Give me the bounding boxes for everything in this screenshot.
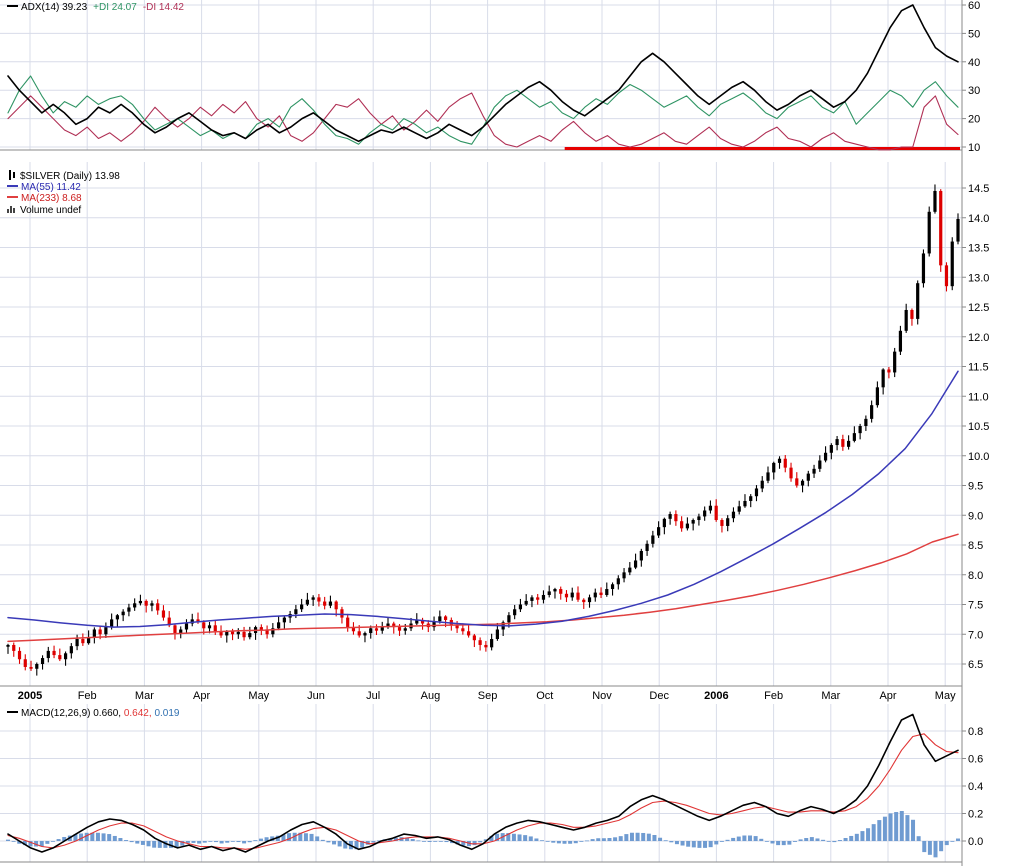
svg-text:10.5: 10.5 <box>968 421 989 433</box>
candlestick-icon <box>7 170 17 180</box>
macd-label: MACD(12,26,9) 0.660, <box>21 708 122 719</box>
ma55-row: MA(55) 11.42 <box>7 182 120 194</box>
svg-text:0.2: 0.2 <box>968 809 983 821</box>
svg-text:Feb: Feb <box>78 690 97 702</box>
svg-text:7.0: 7.0 <box>968 629 983 641</box>
svg-text:Mar: Mar <box>135 690 154 702</box>
svg-text:0.0: 0.0 <box>968 836 983 848</box>
svg-text:Sep: Sep <box>478 690 498 702</box>
volume-label: Volume undef <box>20 204 82 216</box>
svg-text:Apr: Apr <box>193 690 210 702</box>
symbol-row: $SILVER (Daily) 13.98 <box>7 170 120 182</box>
svg-text:50: 50 <box>968 28 980 40</box>
svg-text:Feb: Feb <box>764 690 783 702</box>
svg-text:Apr: Apr <box>879 690 896 702</box>
svg-text:0.4: 0.4 <box>968 781 983 793</box>
svg-text:Oct: Oct <box>536 690 553 702</box>
adx-plot: 10 20 30 40 50 60 <box>0 0 980 162</box>
svg-text:Nov: Nov <box>592 690 612 702</box>
svg-text:6.5: 6.5 <box>968 659 983 671</box>
svg-text:9.5: 9.5 <box>968 481 983 493</box>
macd-line-swatch <box>7 711 18 713</box>
price-plot: 6.5 7.0 7.5 8.0 8.5 9.0 9.5 10.0 10.5 11.0 11.5 12.… <box>0 162 989 704</box>
adx-legend: ADX(14) 39.23 +DI 24.07 -DI 14.42 <box>7 2 190 14</box>
svg-text:13.0: 13.0 <box>968 272 989 284</box>
svg-text:2006: 2006 <box>704 690 728 702</box>
adx-line-swatch <box>7 5 18 7</box>
ma233-label: MA(233) 8.68 <box>21 193 82 204</box>
svg-text:20: 20 <box>968 114 980 126</box>
symbol-label: $SILVER (Daily) 13.98 <box>20 171 120 182</box>
svg-text:May: May <box>935 690 956 702</box>
ma233-line-swatch <box>7 196 18 198</box>
svg-text:0.8: 0.8 <box>968 726 983 738</box>
svg-text:14.0: 14.0 <box>968 213 989 225</box>
macd-plot: 0.0 0.2 0.4 0.6 0.8 <box>0 704 983 866</box>
svg-text:11.5: 11.5 <box>968 362 989 374</box>
plus-di-label: +DI 24.07 <box>93 2 137 13</box>
ma233-row: MA(233) 8.68 <box>7 193 120 205</box>
price-legend: $SILVER (Daily) 13.98 MA(55) 11.42 MA(23… <box>7 170 120 216</box>
svg-text:13.5: 13.5 <box>968 243 989 255</box>
svg-text:Mar: Mar <box>821 690 840 702</box>
ma55-label: MA(55) 11.42 <box>21 181 81 193</box>
svg-text:12.5: 12.5 <box>968 302 989 314</box>
svg-text:12.0: 12.0 <box>968 332 989 344</box>
svg-text:Jul: Jul <box>366 690 380 702</box>
svg-text:Dec: Dec <box>649 690 669 702</box>
svg-text:9.0: 9.0 <box>968 510 983 522</box>
svg-text:7.5: 7.5 <box>968 600 983 612</box>
svg-text:60: 60 <box>968 0 980 12</box>
macd-legend: MACD(12,26,9) 0.660, 0.642, 0.019 <box>7 708 179 720</box>
svg-text:40: 40 <box>968 57 980 69</box>
svg-text:2005: 2005 <box>18 690 42 702</box>
minus-di-label: -DI 14.42 <box>142 2 184 13</box>
svg-text:Aug: Aug <box>421 690 441 702</box>
svg-text:10: 10 <box>968 142 980 154</box>
macd-hist-value: 0.019 <box>154 708 180 719</box>
svg-text:0.6: 0.6 <box>968 754 983 766</box>
macd-signal-value: 0.642, <box>123 708 152 719</box>
svg-text:Jun: Jun <box>307 690 325 702</box>
svg-text:30: 30 <box>968 85 980 97</box>
svg-text:8.5: 8.5 <box>968 540 983 552</box>
svg-text:10.0: 10.0 <box>968 451 989 463</box>
ma55-line-swatch <box>7 184 18 187</box>
volume-row: Volume undef <box>7 205 120 217</box>
svg-text:May: May <box>248 690 269 702</box>
svg-text:11.0: 11.0 <box>968 391 989 403</box>
svg-text:14.5: 14.5 <box>968 183 989 195</box>
adx-label: ADX(14) 39.23 <box>21 2 88 13</box>
svg-text:8.0: 8.0 <box>968 570 983 582</box>
volume-bars-icon <box>7 205 17 214</box>
